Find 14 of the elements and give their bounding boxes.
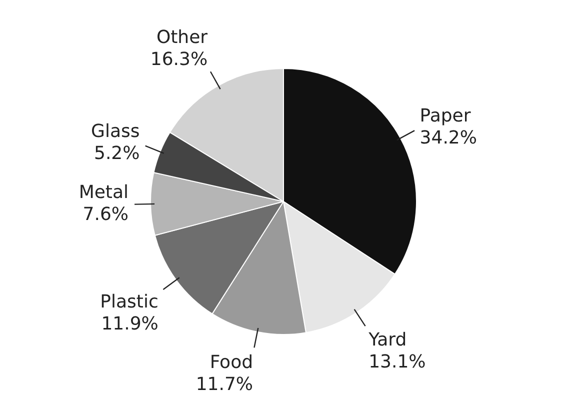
slice-label: Yard (368, 330, 407, 351)
data-label: 5.2% (94, 143, 140, 164)
slice-label: Other (156, 27, 208, 48)
data-label: 34.2% (420, 127, 477, 148)
slice-label: Plastic (100, 292, 158, 313)
slice-label: Paper (420, 105, 472, 126)
slice-label: Food (210, 352, 254, 374)
data-label: 13.1% (368, 352, 426, 373)
data-label: 11.7% (196, 374, 254, 396)
slice-label: Glass (90, 121, 140, 142)
slice-label: Metal (78, 182, 129, 204)
data-label: 11.9% (101, 314, 158, 335)
data-label: 16.3% (150, 49, 208, 70)
data-label: 7.6% (82, 204, 129, 226)
